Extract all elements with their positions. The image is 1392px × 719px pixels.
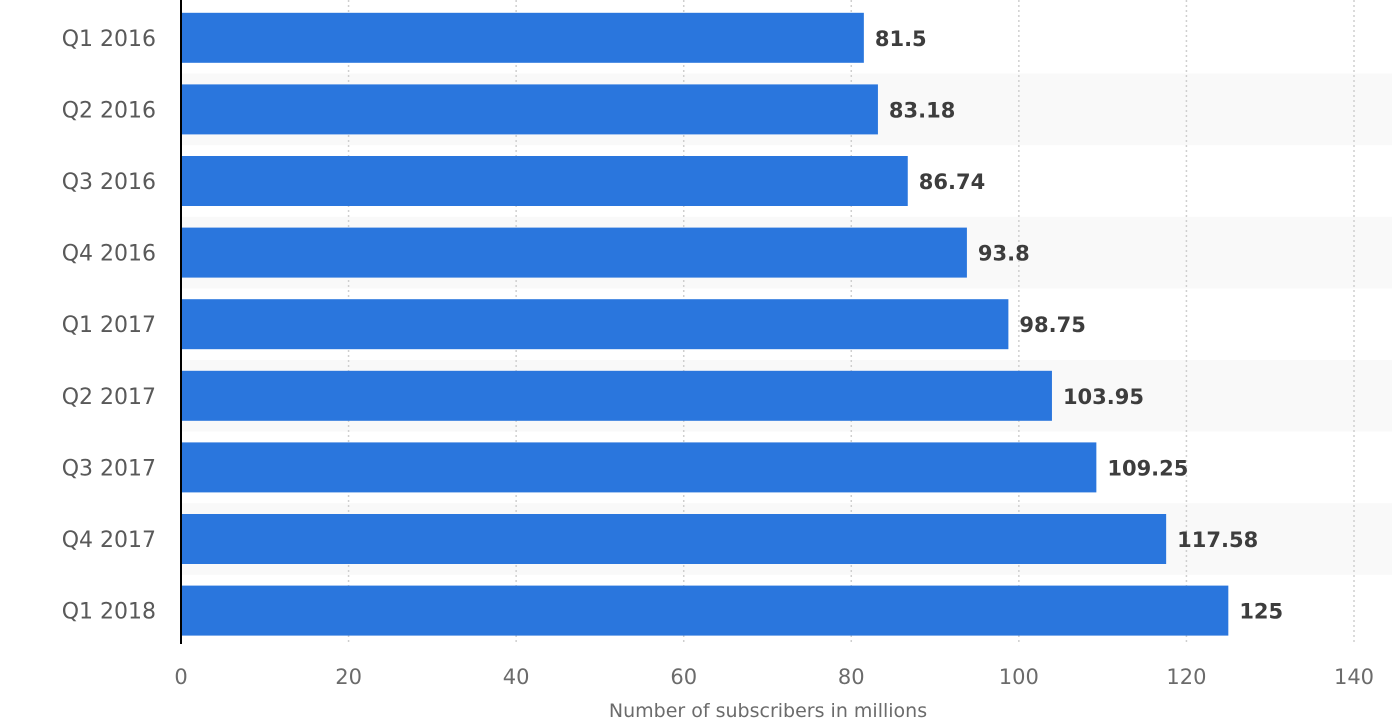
value-label: 81.5 [875,27,927,51]
category-labels: Q1 2016 Q2 2016 Q3 2016 Q4 2016 Q1 2017 Q2 20… [62,27,156,625]
value-label: 125 [1239,600,1283,624]
value-label: 103.95 [1063,385,1144,409]
bar [181,514,1167,564]
bar [181,585,1229,636]
category-label: Q1 2016 [62,27,156,52]
category-label: Q4 2017 [62,528,156,553]
category-label: Q1 2018 [62,600,156,625]
value-label: 83.18 [889,98,955,122]
category-label: Q2 2016 [62,98,156,123]
value-label: 86.74 [919,170,985,194]
category-label: Q3 2017 [62,456,156,481]
x-tick-label: 100 [999,665,1039,689]
bar [181,227,967,278]
bar [181,12,864,63]
bar [181,299,1009,350]
bar [181,442,1097,493]
category-label: Q3 2016 [62,170,156,195]
category-label: Q1 2017 [62,313,156,338]
value-label: 109.25 [1107,456,1188,480]
bar [181,156,908,206]
value-label: 93.8 [978,242,1030,266]
x-tick-labels: 0 20 40 60 80 100 120 140 [174,665,1374,689]
x-tick-label: 0 [174,665,187,689]
bar [181,84,878,135]
value-label: 98.75 [1019,313,1085,337]
x-tick-label: 120 [1166,665,1206,689]
x-tick-label: 40 [503,665,530,689]
category-label: Q4 2016 [62,242,156,267]
x-tick-label: 20 [335,665,362,689]
x-tick-label: 60 [670,665,697,689]
x-tick-label: 80 [838,665,865,689]
value-labels: 81.5 83.18 86.74 93.8 98.75 103.95 109.25 117.5… [875,27,1283,624]
x-tick-label: 140 [1334,665,1374,689]
bars [181,12,1229,636]
category-label: Q2 2017 [62,385,156,410]
x-axis-title: Number of subscribers in millions [609,700,927,719]
bar [181,370,1052,421]
value-label: 117.58 [1177,528,1258,552]
